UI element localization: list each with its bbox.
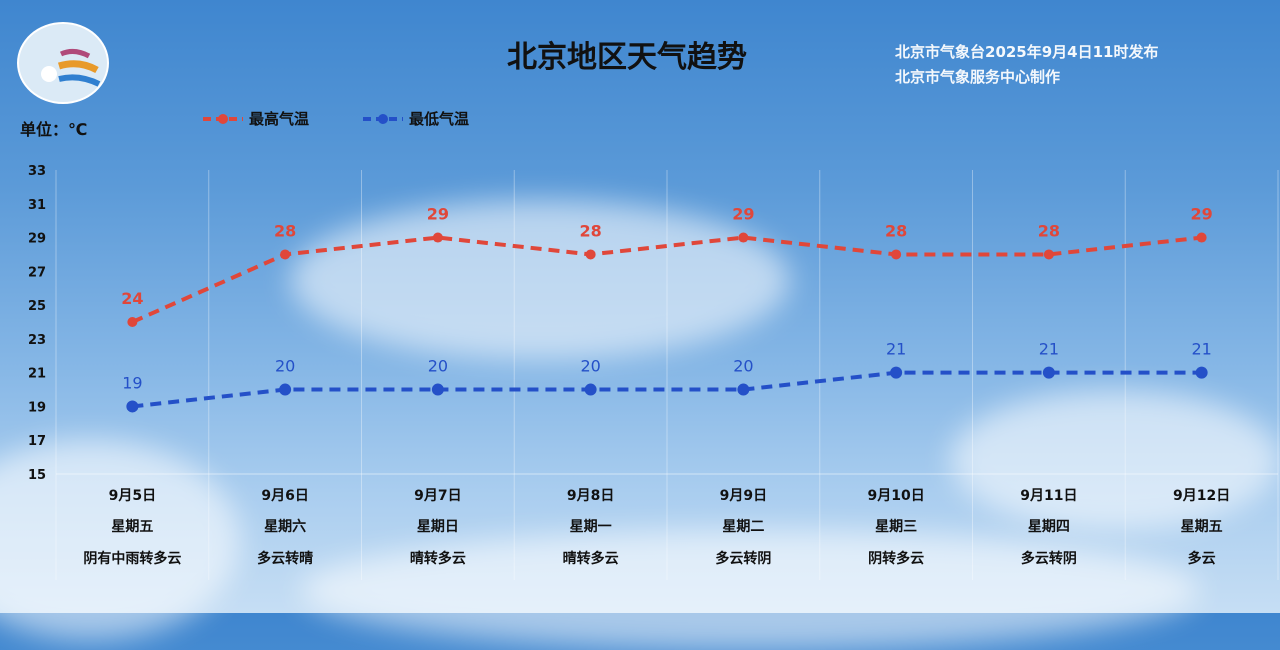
series-line-1 — [132, 370, 1202, 409]
y-tick-label: 15 — [28, 468, 46, 483]
data-label: 28 — [1038, 221, 1060, 240]
data-point — [432, 232, 443, 243]
category-weekday: 星期一 — [570, 519, 612, 535]
category-date: 9月6日 — [261, 488, 308, 504]
category-weather: 晴转多云 — [410, 550, 466, 567]
data-point — [737, 383, 750, 396]
data-point — [891, 249, 902, 260]
category-weekday: 星期五 — [111, 519, 153, 535]
category-date: 9月9日 — [720, 488, 767, 504]
cloud — [290, 200, 790, 360]
data-label: 24 — [121, 289, 143, 308]
data-point — [279, 383, 292, 396]
category-date: 9月5日 — [109, 488, 156, 504]
y-tick-label: 33 — [28, 164, 46, 179]
data-point — [738, 232, 749, 243]
category-weather: 多云 — [1188, 550, 1216, 567]
data-label: 29 — [732, 205, 754, 224]
legend-high-marker — [203, 113, 243, 124]
category-weather: 多云转阴 — [715, 550, 771, 567]
series-line-0 — [131, 235, 1202, 324]
legend-low: 最低气温 — [363, 108, 469, 129]
category-weekday: 星期三 — [875, 519, 917, 535]
meteorological-service-logo — [17, 22, 109, 104]
data-point — [585, 249, 596, 260]
data-point — [431, 383, 444, 396]
category-weather: 多云转阴 — [1021, 550, 1077, 567]
category-weekday: 星期四 — [1028, 519, 1070, 535]
legend-high: 最高气温 — [203, 108, 309, 129]
category-date: 9月12日 — [1173, 488, 1230, 504]
y-tick-label: 21 — [28, 367, 46, 382]
legend-high-label: 最高气温 — [249, 110, 310, 128]
category-weather: 阴有中雨转多云 — [83, 550, 181, 567]
cloud — [0, 440, 240, 640]
category-weekday: 星期六 — [264, 518, 306, 535]
data-label: 20 — [428, 357, 448, 376]
data-label: 20 — [580, 357, 600, 376]
publisher-line: 北京市气象台2025年9月4日11时发布 — [895, 43, 1159, 61]
category-weekday: 星期日 — [417, 519, 459, 535]
data-point — [1043, 249, 1054, 260]
category-date: 9月8日 — [567, 488, 614, 504]
data-point — [127, 317, 138, 327]
y-tick-label: 19 — [28, 400, 46, 415]
data-label: 29 — [427, 205, 449, 224]
unit-label: 单位：℃ — [20, 120, 88, 139]
page-title: 北京地区天气趋势 — [507, 40, 747, 75]
category-date: 9月10日 — [868, 488, 925, 504]
y-tick-label: 27 — [28, 265, 46, 280]
data-label: 20 — [275, 357, 295, 376]
category-date: 9月7日 — [414, 488, 461, 504]
category-weather: 多云转晴 — [257, 550, 313, 567]
data-label: 28 — [274, 221, 296, 240]
data-point — [584, 383, 597, 396]
data-label: 29 — [1190, 205, 1212, 224]
data-label: 20 — [733, 357, 753, 376]
data-point — [1196, 232, 1207, 243]
data-label: 21 — [1039, 340, 1059, 359]
data-point — [280, 249, 291, 260]
data-label: 21 — [1191, 340, 1211, 359]
y-tick-label: 23 — [28, 333, 46, 348]
data-label: 21 — [886, 340, 906, 359]
cloud — [950, 390, 1280, 530]
category-date: 9月11日 — [1020, 488, 1077, 504]
data-point — [890, 366, 903, 379]
data-label: 28 — [885, 221, 907, 240]
data-label: 28 — [579, 221, 601, 240]
legend-low-label: 最低气温 — [409, 110, 470, 128]
category-weekday: 星期二 — [722, 519, 764, 535]
y-tick-label: 25 — [28, 299, 46, 314]
data-label: 19 — [122, 373, 142, 392]
data-point — [1195, 366, 1208, 379]
data-point — [1042, 366, 1055, 379]
category-weather: 阴转多云 — [868, 550, 924, 567]
category-weekday: 星期五 — [1181, 519, 1223, 535]
data-point — [126, 400, 139, 413]
y-tick-label: 31 — [28, 198, 46, 213]
category-weather: 晴转多云 — [563, 550, 619, 567]
producer-line: 北京市气象服务中心制作 — [895, 68, 1061, 86]
y-tick-label: 17 — [28, 434, 46, 449]
legend-low-marker — [363, 113, 403, 124]
y-tick-label: 29 — [28, 232, 46, 247]
